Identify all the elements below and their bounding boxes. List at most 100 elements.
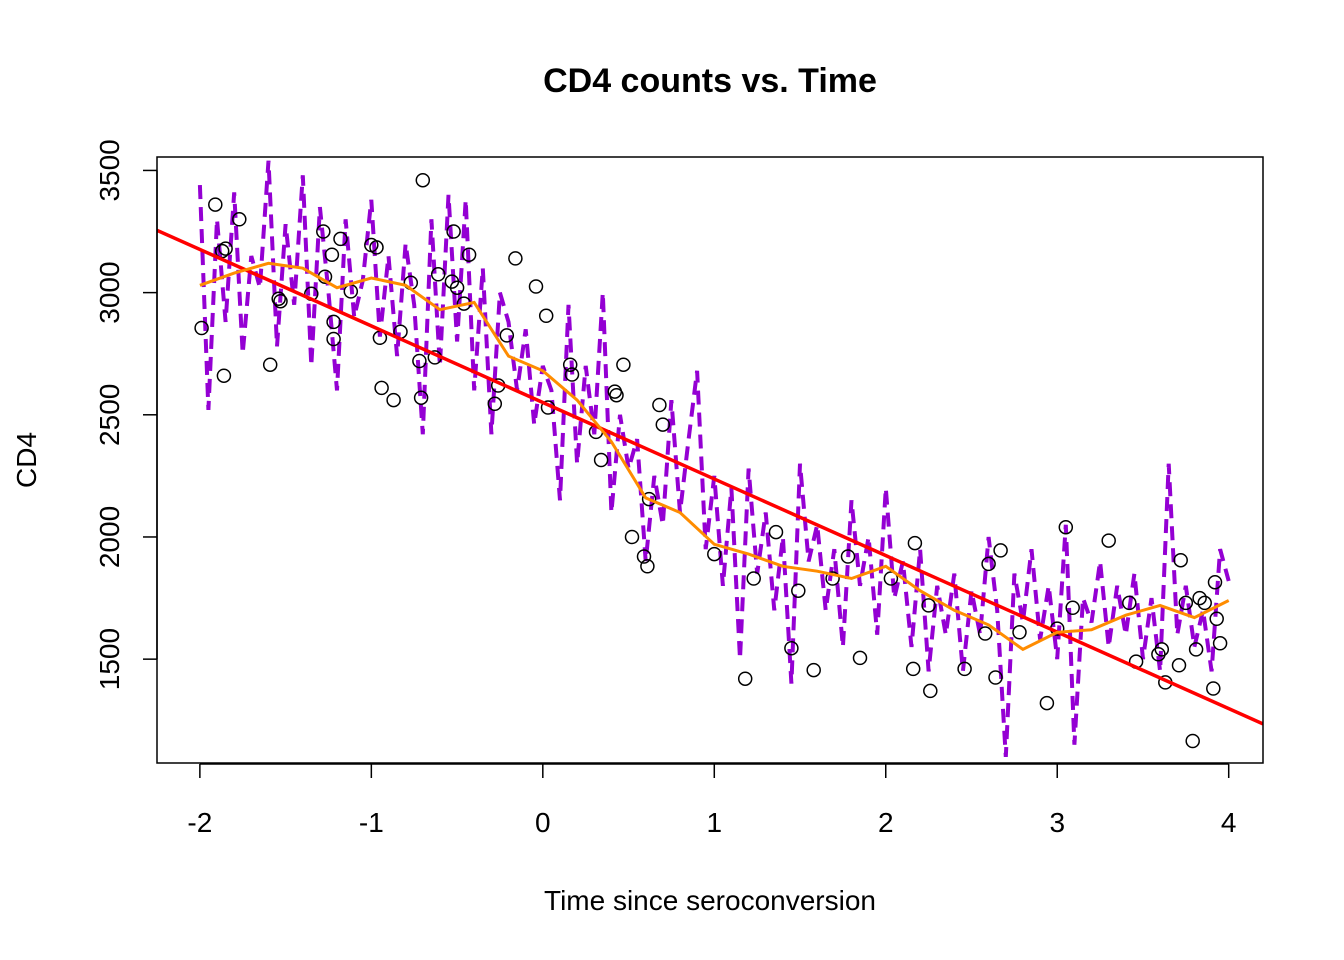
plot-content (157, 160, 1263, 758)
y-axis-label: CD4 (11, 432, 42, 488)
data-point (461, 247, 477, 262)
data-point (905, 661, 921, 677)
data-point (624, 529, 640, 545)
data-point (412, 353, 427, 369)
data-point (326, 331, 341, 347)
data-point (564, 367, 580, 382)
data-point (1209, 611, 1224, 627)
data-point (993, 543, 1008, 558)
x-tick-label: -2 (187, 807, 212, 838)
data-point (1185, 733, 1200, 749)
data-point (316, 224, 331, 239)
data-point (430, 267, 446, 282)
data-point (508, 251, 523, 266)
data-point (593, 452, 609, 468)
data-point (528, 279, 544, 294)
y-tick-label: 3000 (94, 261, 125, 323)
data-point (369, 240, 384, 255)
data-point (737, 671, 753, 686)
data-point (652, 397, 667, 413)
data-point (216, 368, 232, 383)
data-point (840, 549, 856, 564)
data-point (326, 314, 341, 330)
data-point (333, 231, 348, 247)
data-point (1012, 625, 1027, 640)
data-point (616, 357, 631, 372)
data-point (655, 417, 671, 432)
x-axis-label: Time since seroconversion (544, 885, 876, 916)
axes: -2 -1 0 1 2 3 4 1500 2000 2500 3000 3500 (94, 139, 1236, 838)
data-point (977, 626, 993, 641)
y-tick-label: 2500 (94, 384, 125, 446)
data-point (883, 571, 899, 586)
x-tick-label: 2 (878, 807, 894, 838)
data-point (262, 357, 278, 372)
data-point (768, 524, 784, 540)
data-point (640, 559, 655, 574)
x-tick-label: 4 (1221, 807, 1237, 838)
data-point (1188, 642, 1204, 657)
data-point (981, 556, 996, 572)
data-point (386, 392, 401, 408)
data-point (499, 328, 515, 343)
data-point (413, 390, 429, 405)
x-tick-label: 1 (706, 807, 722, 838)
data-point (1192, 590, 1207, 606)
data-point (825, 571, 840, 586)
data-point (636, 549, 652, 564)
data-point (232, 212, 247, 227)
data-point (1212, 636, 1228, 651)
data-point (324, 247, 340, 262)
data-point (907, 535, 923, 551)
data-point (791, 583, 806, 598)
data-point (562, 357, 578, 372)
x-tick-label: 3 (1049, 807, 1065, 838)
data-point (415, 172, 431, 188)
data-point (1206, 681, 1221, 696)
y-tick-label: 3500 (94, 139, 125, 201)
data-point (609, 387, 624, 403)
data-point (784, 640, 799, 656)
data-point (218, 241, 233, 256)
data-point (271, 291, 286, 306)
smooth-line (199, 261, 1230, 652)
data-point (641, 491, 657, 507)
data-point (1101, 533, 1116, 548)
regression-line (157, 228, 1263, 726)
data-point (1171, 658, 1187, 673)
data-point (746, 571, 761, 586)
y-tick-label: 2000 (94, 506, 125, 568)
data-point (446, 224, 461, 239)
data-point (1058, 519, 1074, 535)
data-point (374, 380, 389, 396)
plot-area (157, 160, 1263, 758)
data-point (923, 683, 938, 699)
dashed-series-line (197, 160, 1231, 758)
chart-title: CD4 counts vs. Time (543, 62, 877, 100)
data-point (707, 546, 722, 562)
data-point (1154, 642, 1170, 657)
data-point (1178, 595, 1194, 611)
x-tick-label: 0 (535, 807, 551, 838)
data-point (208, 197, 223, 212)
data-point (449, 280, 465, 295)
data-point (1173, 552, 1188, 568)
data-point (988, 670, 1003, 685)
data-point (1207, 574, 1223, 590)
data-point (487, 396, 503, 412)
data-point (194, 320, 209, 336)
data-point (273, 293, 288, 309)
data-point (806, 662, 821, 678)
x-tick-label: -1 (359, 807, 384, 838)
data-point (1065, 600, 1080, 616)
data-point (1197, 595, 1212, 611)
data-point (1039, 695, 1055, 711)
y-tick-label: 1500 (94, 628, 125, 690)
data-point (1122, 595, 1137, 611)
data-point (538, 308, 554, 324)
data-point (957, 661, 972, 677)
plot-frame (156, 156, 1264, 764)
data-point (852, 650, 868, 666)
data-point (921, 598, 936, 613)
